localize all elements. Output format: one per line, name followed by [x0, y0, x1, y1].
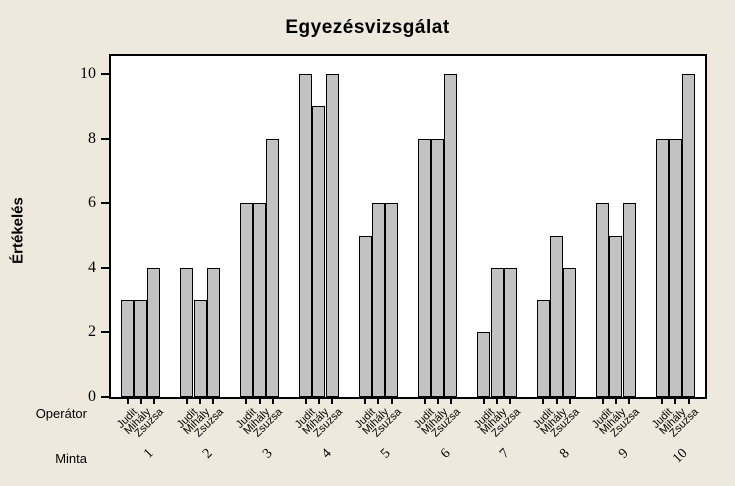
- bar: [477, 332, 491, 397]
- bar: [325, 74, 339, 397]
- bar: [299, 74, 313, 397]
- bar: [120, 300, 135, 397]
- bar: [384, 203, 399, 397]
- bar: [490, 267, 504, 397]
- y-axis-tick: [101, 331, 109, 334]
- sample-label-text: 2: [200, 446, 216, 462]
- y-tick-label: 4: [88, 258, 96, 276]
- x-axis-tick: [423, 399, 426, 404]
- x-axis-tick: [390, 399, 393, 404]
- x-axis-tick: [496, 399, 499, 404]
- sample-label-text: 5: [378, 446, 394, 462]
- x-axis-tick: [542, 399, 545, 404]
- y-axis-tick: [101, 396, 109, 398]
- bar: [609, 235, 623, 397]
- bar: [239, 203, 253, 397]
- x-axis-tick: [614, 399, 617, 404]
- x-axis-tick: [304, 399, 307, 404]
- sample-row-label: Minta: [55, 451, 87, 466]
- x-axis-tick: [509, 399, 512, 404]
- bar: [681, 74, 696, 397]
- y-axis-tick: [101, 137, 109, 140]
- bar: [252, 203, 267, 397]
- x-axis-tick: [139, 399, 142, 404]
- bar: [563, 267, 577, 397]
- x-axis-tick: [245, 399, 248, 404]
- x-axis-tick: [331, 399, 334, 404]
- bar: [549, 235, 564, 397]
- bar: [266, 138, 280, 397]
- x-axis-tick: [555, 399, 558, 404]
- bar: [668, 138, 682, 397]
- x-axis-tick: [364, 399, 367, 404]
- operator-row-label: Operátor: [35, 406, 87, 421]
- x-axis-tick: [482, 399, 485, 404]
- x-axis-tick: [436, 399, 439, 404]
- sample-label-text: 7: [497, 446, 513, 462]
- x-axis-tick: [377, 399, 380, 404]
- y-axis-tick: [101, 73, 109, 76]
- y-axis-label: Értékelés: [9, 197, 27, 264]
- x-axis-tick: [449, 399, 452, 404]
- bar: [193, 300, 207, 397]
- y-tick-label: 8: [88, 129, 96, 147]
- bar: [358, 235, 372, 397]
- x-axis-tick: [185, 399, 188, 404]
- x-axis-tick: [271, 399, 274, 404]
- x-axis-tick: [199, 399, 202, 404]
- bar: [536, 300, 550, 397]
- sample-label-text: 9: [615, 446, 632, 462]
- sample-label-text: 1: [140, 446, 157, 462]
- x-axis-tick: [661, 399, 664, 404]
- x-axis-tick: [687, 399, 690, 404]
- chart-title: Egyezésvizsgálat: [285, 17, 450, 38]
- y-tick-label: 0: [88, 388, 96, 405]
- x-axis-tick: [601, 399, 604, 404]
- x-axis-tick: [674, 399, 677, 404]
- x-axis-tick: [628, 399, 631, 404]
- bar: [444, 74, 458, 397]
- x-axis-tick: [568, 399, 571, 404]
- bar: [134, 300, 148, 397]
- y-axis-tick: [101, 202, 109, 205]
- y-tick-label: 2: [88, 323, 96, 341]
- x-axis-tick: [126, 399, 129, 404]
- sample-label-text: 3: [259, 446, 276, 462]
- x-axis-tick: [258, 399, 261, 404]
- bar: [655, 138, 669, 397]
- x-axis-tick: [152, 399, 155, 404]
- y-tick-label: 6: [88, 194, 96, 212]
- bar: [417, 138, 432, 397]
- bar: [431, 138, 445, 397]
- sample-label-text: 10: [670, 446, 691, 467]
- bar: [503, 267, 517, 397]
- bar: [147, 267, 161, 397]
- x-axis-tick: [317, 399, 320, 404]
- bar: [622, 203, 636, 397]
- sample-label-text: 8: [556, 446, 573, 462]
- bar: [371, 203, 385, 397]
- bar: [596, 203, 610, 397]
- x-axis-tick: [212, 399, 215, 404]
- bar: [312, 106, 326, 397]
- sample-label-text: 6: [437, 446, 454, 462]
- bar: [180, 267, 194, 397]
- bar: [206, 267, 220, 397]
- y-axis-tick: [101, 266, 109, 269]
- y-tick-label: 10: [80, 65, 96, 83]
- sample-label-text: 4: [318, 446, 335, 462]
